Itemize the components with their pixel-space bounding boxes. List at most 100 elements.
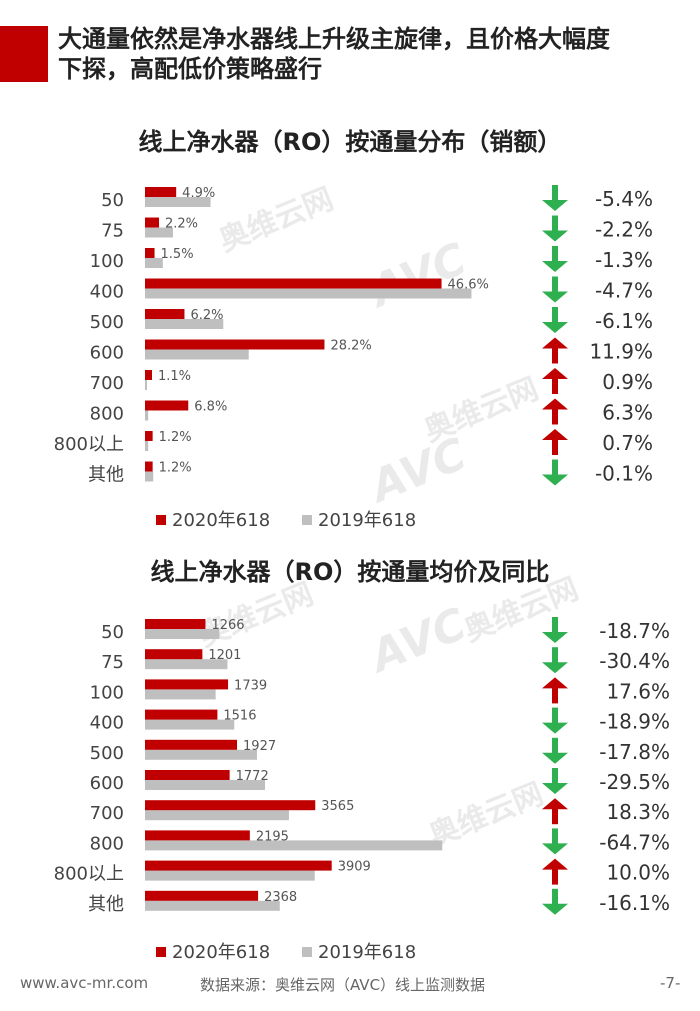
- change-label: 18.3%: [606, 800, 670, 824]
- arrow-up-icon: [542, 368, 568, 394]
- change-label: -18.7%: [599, 619, 670, 643]
- bar-2019: [145, 810, 289, 821]
- bar-2019: [145, 659, 228, 670]
- change-label: -5.4%: [595, 187, 653, 211]
- category-label: 400: [90, 282, 124, 303]
- legend-swatch-2019: [302, 947, 312, 957]
- bar-2019: [145, 689, 216, 700]
- data-label: 1927: [243, 739, 276, 754]
- data-label: 1772: [236, 769, 269, 784]
- footer-source: 数据来源：奥维云网（AVC）线上监测数据: [200, 976, 486, 994]
- bar-2019: [145, 227, 173, 238]
- arrow-down-icon: [542, 707, 568, 734]
- category-label: 100: [90, 682, 124, 703]
- bar-2020: [145, 679, 229, 690]
- arrow-up-icon: [542, 429, 568, 455]
- legend-label-2019: 2019年618: [318, 942, 416, 963]
- bar-2020: [145, 890, 259, 901]
- legend-label-2020: 2020年618: [172, 510, 270, 531]
- bar-2019: [145, 780, 266, 790]
- data-label: 3909: [338, 860, 371, 875]
- arrow-up-icon: [542, 677, 568, 704]
- change-label: 10.0%: [606, 861, 670, 885]
- bar-2019: [145, 258, 163, 268]
- legend-label-2020: 2020年618: [172, 942, 270, 963]
- data-label: 2195: [256, 829, 289, 844]
- bar-2019: [145, 441, 149, 451]
- change-label: 0.9%: [602, 370, 653, 394]
- category-label: 700: [90, 373, 124, 394]
- data-label: 1.2%: [159, 430, 192, 445]
- category-label: 其他: [88, 894, 124, 915]
- legend-label-2019: 2019年618: [318, 510, 416, 531]
- change-label: -18.9%: [599, 710, 670, 734]
- arrow-down-icon: [542, 459, 568, 486]
- bar-2019: [145, 288, 472, 299]
- bar-2019: [145, 870, 315, 881]
- bar-2020: [145, 739, 238, 750]
- footer-website[interactable]: www.avc-mr.com: [20, 974, 149, 992]
- bar-2020: [145, 649, 203, 660]
- data-label: 1266: [211, 618, 244, 633]
- bar-2019: [145, 840, 443, 851]
- category-label: 50: [101, 190, 124, 211]
- bar-2020: [145, 400, 189, 411]
- category-label: 600: [90, 773, 124, 794]
- arrow-down-icon: [542, 185, 568, 211]
- bar-2019: [145, 629, 220, 639]
- arrow-up-icon: [542, 858, 568, 885]
- page-headline: 大通量依然是净水器线上升级主旋律，且价格大幅度 下探，高配低价策略盛行: [58, 24, 688, 84]
- bar-2019: [145, 410, 149, 421]
- arrow-down-icon: [542, 768, 568, 794]
- change-label: -29.5%: [599, 770, 670, 794]
- category-label: 500: [90, 312, 124, 333]
- accent-bar: [0, 26, 48, 82]
- bar-2020: [145, 278, 442, 289]
- data-label: 3565: [321, 799, 354, 814]
- bar-2019: [145, 380, 147, 390]
- bar-2019: [145, 749, 257, 760]
- category-label: 75: [101, 221, 124, 242]
- data-label: 6.8%: [194, 400, 227, 415]
- bar-2020: [145, 830, 250, 841]
- chart-2-title: 线上净水器（RO）按通量均价及同比: [150, 558, 550, 586]
- data-label: 2368: [264, 890, 297, 905]
- category-label: 700: [90, 803, 124, 824]
- bar-2019: [145, 197, 211, 207]
- data-label: 1.2%: [159, 461, 192, 476]
- bar-2020: [145, 860, 332, 871]
- bar-2020: [145, 370, 152, 380]
- data-label: 1739: [234, 678, 267, 693]
- arrow-up-icon: [542, 398, 568, 425]
- category-label: 100: [90, 251, 124, 272]
- category-label: 50: [101, 622, 124, 643]
- bar-2019: [145, 900, 280, 911]
- data-label: 28.2%: [330, 339, 371, 354]
- chart-1-title: 线上净水器（RO）按通量分布（销额）: [138, 128, 562, 156]
- legend-swatch-2020: [156, 515, 166, 525]
- headline-line-1: 大通量依然是净水器线上升级主旋律，且价格大幅度: [58, 25, 610, 53]
- arrow-up-icon: [542, 337, 568, 364]
- change-label: -16.1%: [599, 891, 670, 915]
- data-label: 1516: [223, 709, 256, 724]
- category-label: 800: [90, 404, 124, 425]
- category-label: 75: [101, 652, 124, 673]
- legend-swatch-2019: [302, 515, 312, 525]
- category-label: 600: [90, 343, 124, 364]
- category-label: 800以上: [54, 434, 124, 455]
- arrow-up-icon: [542, 798, 568, 825]
- arrow-down-icon: [542, 888, 568, 915]
- arrow-down-icon: [542, 617, 568, 643]
- data-label: 1.5%: [161, 247, 194, 262]
- footer-page-number: -7-: [660, 974, 681, 992]
- data-label: 4.9%: [182, 186, 215, 201]
- bar-2019: [145, 349, 249, 360]
- data-label: 46.6%: [448, 278, 489, 293]
- change-label: -4.7%: [595, 279, 653, 303]
- arrow-down-icon: [542, 828, 568, 855]
- category-label: 800: [90, 833, 124, 854]
- change-label: -1.3%: [595, 248, 653, 272]
- data-label: 1201: [208, 648, 241, 663]
- bar-2020: [145, 619, 206, 629]
- change-label: -30.4%: [599, 649, 670, 673]
